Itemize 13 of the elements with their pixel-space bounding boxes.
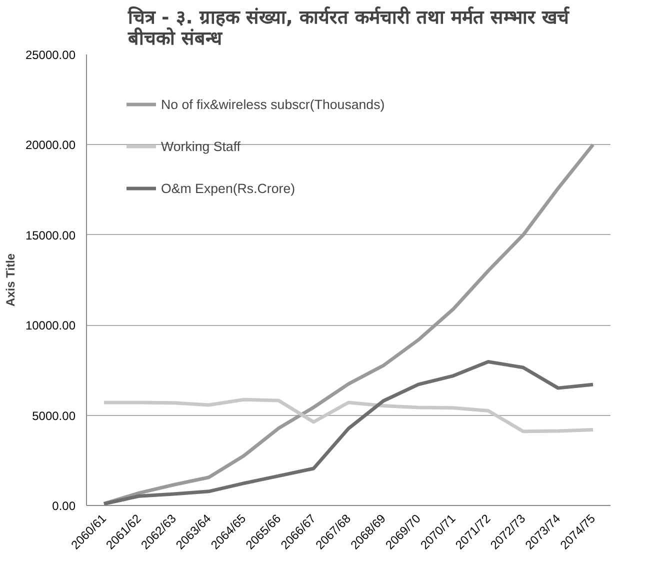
legend-label: O&m Expen(Rs.Crore) [161, 180, 296, 196]
legend-label: Working Staff [161, 138, 241, 154]
y-tick-label: 10000.00 [25, 318, 76, 333]
y-tick-label: 15000.00 [25, 228, 76, 242]
chart-title: चित्र - ३. ग्राहक संख्या, कार्यरत कर्मचारी तथा मर्मत सम्भार खर्च बीचको संबन्ध [127, 6, 570, 50]
y-axis-title: Axis Title [3, 253, 18, 307]
y-tick-label: 0.00 [52, 499, 76, 513]
line-series [102, 398, 595, 434]
line-series [102, 360, 595, 506]
y-tick-label: 5000.00 [32, 408, 76, 423]
y-tick-label: 20000.00 [25, 138, 76, 152]
legend-label: No of fix&wireless subscr(Thousands) [161, 96, 385, 112]
y-tick-label: 25000.00 [25, 48, 76, 62]
